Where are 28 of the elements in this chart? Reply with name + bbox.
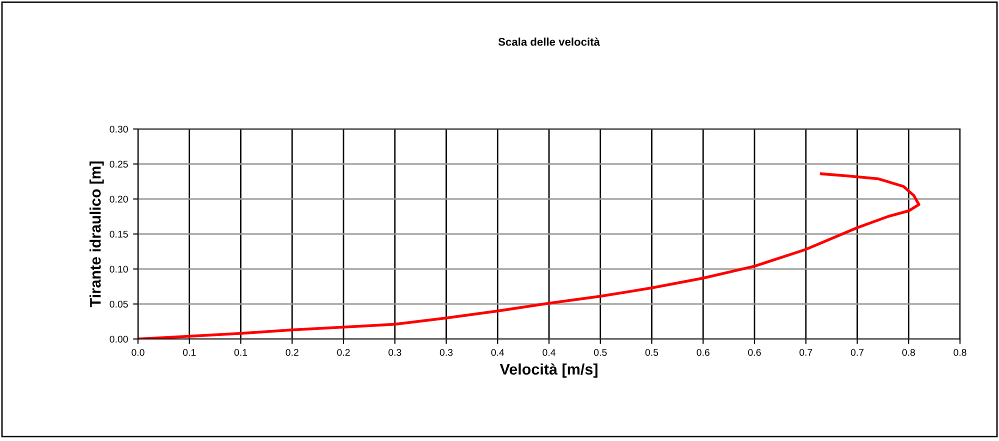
chart-title: Scala delle velocità bbox=[498, 38, 600, 46]
x-tick-label: 0.6 bbox=[696, 348, 710, 356]
y-tick-label: 0.15 bbox=[110, 230, 128, 238]
line-series bbox=[138, 172, 920, 339]
x-tick-label: 0.8 bbox=[902, 348, 915, 356]
y-tick-label: 0.05 bbox=[110, 300, 128, 308]
y-tick-label: 0.25 bbox=[110, 160, 128, 168]
x-tick-label: 0.7 bbox=[800, 348, 812, 356]
y-tick-label: 0.20 bbox=[110, 196, 128, 203]
x-tick-label: 0.2 bbox=[337, 348, 350, 356]
x-tick-label: 0.7 bbox=[850, 348, 864, 356]
x-tick-label: 0.4 bbox=[491, 348, 504, 356]
x-tick-label: 0.6 bbox=[748, 348, 761, 356]
x-tick-label: 0.4 bbox=[542, 348, 556, 356]
x-tick-label: 0.2 bbox=[286, 348, 298, 356]
x-tick-label: 0.3 bbox=[388, 348, 402, 356]
x-tick-label: 0.5 bbox=[645, 348, 658, 356]
x-tick-label: 0.8 bbox=[954, 348, 966, 356]
x-tick-label: 0.1 bbox=[183, 348, 196, 356]
x-tick-label: 0.0 bbox=[132, 348, 144, 356]
x-axis-title: Velocità [m/s] bbox=[500, 363, 598, 378]
y-tick-label: 0.30 bbox=[110, 126, 128, 133]
y-tick-label: 0.10 bbox=[110, 266, 128, 273]
x-tick-label: 0.3 bbox=[440, 348, 453, 356]
y-tick-label: 0.00 bbox=[110, 336, 128, 343]
x-tick-label: 0.1 bbox=[234, 348, 248, 356]
y-axis-title: Tirante idraulico [m] bbox=[90, 162, 104, 308]
x-tick-label: 0.5 bbox=[594, 348, 607, 356]
